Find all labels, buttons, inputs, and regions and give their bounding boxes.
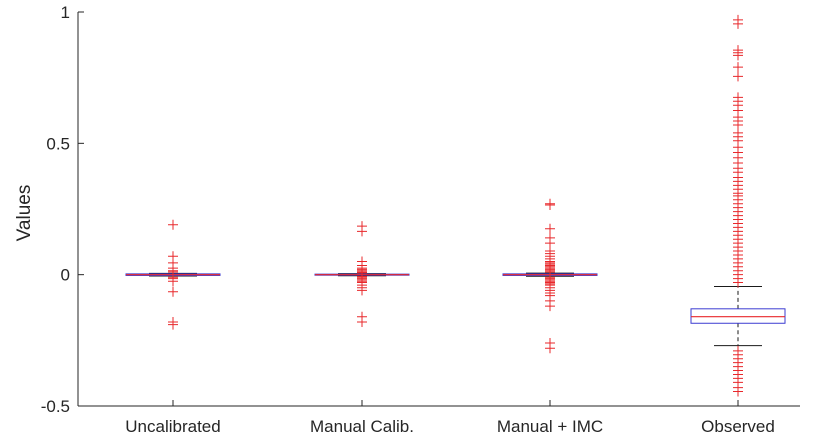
outlier-point [357,316,367,327]
y-tick-label: -0.5 [41,397,70,416]
outlier-point [733,50,743,61]
x-tick-label: Uncalibrated [125,417,220,435]
outlier-point [733,18,743,29]
outlier-point [545,343,555,354]
outlier-point [733,386,743,397]
outlier-point [545,200,555,211]
y-tick-label: 0 [61,266,70,285]
box-iqr [690,308,786,324]
box-group [314,221,410,327]
plot-area [125,14,786,397]
outlier-point [733,62,743,73]
x-tick-label: Manual Calib. [310,417,414,435]
outlier-point [357,285,367,296]
x-tick-label: Manual + IMC [497,417,603,435]
outlier-point [545,301,555,312]
outlier-point [733,277,743,288]
outlier-point [733,71,743,82]
y-tick-label: 1 [61,3,70,22]
box-group [125,219,221,330]
axes: -0.5 0 0.5 1 Uncalibrated Manual Calib. Manual… [41,3,800,435]
box-group [502,198,598,354]
x-tick-label: Observed [701,417,775,435]
outlier-point [168,319,178,330]
y-tick-label: 0.5 [46,134,70,153]
y-axis-title: Values [14,185,35,242]
outlier-point [357,226,367,237]
outlier-point [168,286,178,297]
outlier-point [168,219,178,230]
outlier-point [545,223,555,234]
box-group [690,14,786,397]
outlier-point [168,276,178,287]
